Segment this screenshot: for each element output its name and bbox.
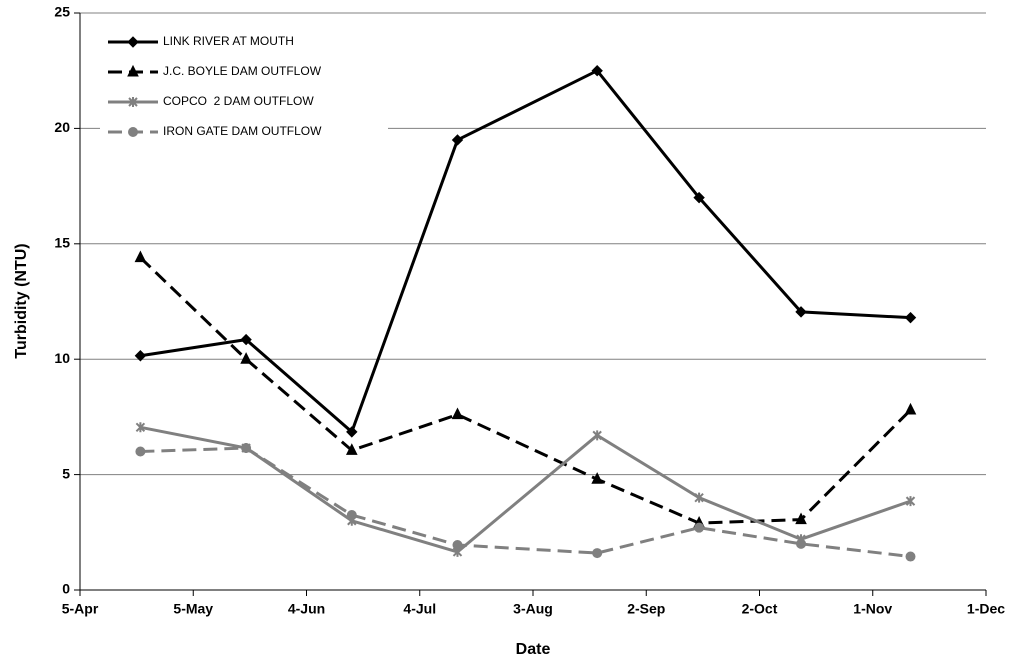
legend-marker — [127, 36, 139, 48]
marker — [345, 443, 358, 455]
legend-label: J.C. BOYLE DAM OUTFLOW — [163, 64, 322, 78]
x-tick-label: 1-Nov — [853, 601, 892, 617]
marker — [905, 551, 916, 562]
marker — [240, 352, 252, 364]
marker — [591, 472, 603, 484]
legend-label: COPCO 2 DAM OUTFLOW — [163, 94, 314, 108]
x-axis-title: Date — [516, 641, 551, 658]
marker — [694, 492, 704, 503]
x-tick-label: 5-Apr — [62, 601, 99, 617]
y-tick-label: 5 — [62, 465, 70, 481]
marker — [346, 509, 357, 520]
y-axis-title: Turbidity (NTU) — [13, 243, 30, 358]
y-tick-label: 15 — [54, 235, 70, 251]
x-tick-label: 5-May — [173, 601, 213, 617]
legend-marker — [127, 64, 139, 77]
marker — [591, 64, 603, 77]
marker — [592, 548, 603, 559]
marker — [452, 539, 463, 550]
legend-box — [100, 28, 388, 150]
y-tick-label: 25 — [54, 4, 70, 20]
legend-marker — [128, 97, 138, 107]
marker — [346, 426, 358, 438]
legend-label: LINK RIVER AT MOUTH — [163, 34, 294, 48]
x-tick-label: 1-Dec — [967, 601, 1005, 617]
marker — [451, 407, 464, 420]
series-line — [140, 446, 911, 559]
series-line — [139, 256, 912, 525]
marker — [240, 333, 252, 346]
marker — [795, 512, 807, 525]
marker — [134, 250, 147, 263]
x-tick-label: 4-Jul — [403, 601, 436, 617]
marker — [135, 422, 146, 433]
marker — [796, 538, 807, 549]
x-tick-label: 4-Jun — [288, 601, 325, 617]
y-tick-label: 20 — [54, 119, 70, 135]
marker — [795, 306, 807, 318]
marker — [592, 430, 602, 441]
marker — [904, 402, 917, 415]
x-tick-label: 2-Sep — [627, 601, 665, 617]
marker — [904, 311, 917, 324]
y-tick-label: 0 — [62, 581, 70, 597]
x-tick-label: 2-Oct — [742, 601, 778, 617]
series-line — [140, 68, 911, 435]
marker — [905, 496, 916, 507]
marker — [693, 191, 705, 204]
marker — [135, 446, 146, 457]
legend-label: IRON GATE DAM OUTFLOW — [163, 124, 322, 138]
y-tick-label: 10 — [54, 350, 70, 366]
marker — [134, 350, 147, 362]
marker — [241, 443, 252, 454]
x-tick-label: 3-Aug — [513, 601, 553, 617]
marker — [451, 134, 464, 146]
marker — [694, 522, 705, 533]
legend-marker — [128, 127, 138, 137]
